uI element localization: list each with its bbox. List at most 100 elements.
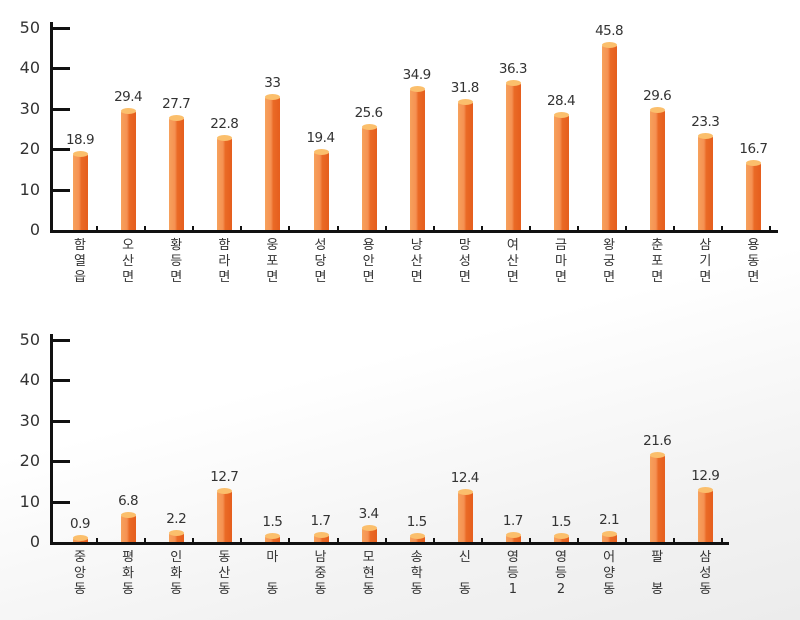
category-char: 양 bbox=[603, 566, 616, 581]
category-char: 동 bbox=[699, 582, 712, 597]
y-tick bbox=[52, 148, 70, 152]
bar bbox=[265, 532, 281, 542]
category-char: 인 bbox=[170, 550, 183, 565]
category-char: 1 bbox=[508, 582, 518, 597]
x-tick-mark bbox=[336, 538, 339, 542]
value-label: 6.8 bbox=[118, 492, 139, 509]
value-label: 36.3 bbox=[498, 61, 528, 78]
category-char: 동 bbox=[218, 582, 231, 597]
category-char: 함 bbox=[74, 238, 86, 253]
y-tick-label: 40 bbox=[19, 370, 40, 390]
bar bbox=[746, 159, 762, 230]
category-char: 동 bbox=[603, 582, 616, 597]
category-char: 팔 bbox=[651, 550, 664, 565]
category-char: 2 bbox=[556, 582, 566, 597]
category-char: 현 bbox=[362, 566, 375, 581]
x-tick-mark bbox=[432, 538, 435, 542]
category-char: 화 bbox=[122, 566, 135, 581]
category-char: 성 bbox=[699, 566, 712, 581]
bar bbox=[554, 112, 569, 230]
y-tick bbox=[52, 339, 70, 342]
category-char: 금 bbox=[555, 238, 567, 253]
x-tick-mark bbox=[528, 538, 531, 542]
category-char: 어 bbox=[603, 550, 616, 565]
bar bbox=[505, 532, 521, 542]
category-char: 면 bbox=[506, 270, 519, 285]
bar bbox=[121, 511, 137, 542]
category-char: 안 bbox=[362, 254, 375, 269]
x-tick-mark bbox=[625, 226, 628, 230]
x-tick-mark bbox=[721, 538, 724, 542]
value-label: 12.7 bbox=[210, 468, 239, 485]
category-char: 낭 bbox=[410, 238, 423, 253]
y-tick bbox=[52, 379, 70, 383]
value-label: 2.1 bbox=[599, 511, 620, 528]
category-char: 포 bbox=[651, 254, 664, 269]
value-label: 1.5 bbox=[551, 513, 571, 530]
value-label: 0.9 bbox=[70, 516, 90, 533]
category-char: 동 bbox=[314, 582, 327, 597]
x-tick-mark bbox=[144, 538, 147, 542]
x-tick-mark bbox=[673, 226, 676, 230]
x-tick-mark bbox=[480, 538, 483, 542]
y-tick-label: 0 bbox=[29, 220, 40, 239]
top-chart: 0 10 20 30 40 50 18.9 함 열 읍 29.4 오 산 면 27.7 황 등 면 22.8 함 라 면 3… bbox=[19, 20, 778, 286]
category-char: 영 bbox=[555, 550, 567, 565]
category-char: 황 bbox=[170, 238, 183, 253]
bar bbox=[169, 530, 185, 542]
category-char: 면 bbox=[699, 270, 712, 285]
category-char: 왕 bbox=[603, 238, 616, 253]
category-char: 남 bbox=[314, 550, 327, 565]
category-char: 웅 bbox=[266, 238, 279, 253]
category-char: 면 bbox=[651, 270, 664, 285]
x-tick-mark bbox=[625, 538, 628, 542]
y-tick-label: 20 bbox=[19, 451, 40, 471]
bar bbox=[554, 532, 569, 542]
value-label: 1.7 bbox=[310, 513, 331, 530]
bar bbox=[361, 525, 377, 542]
y-tick-label: 40 bbox=[19, 58, 40, 78]
value-label: 18.9 bbox=[65, 131, 95, 148]
category-char: 당 bbox=[314, 254, 327, 269]
y-tick-label: 30 bbox=[19, 98, 40, 118]
category-char: 기 bbox=[699, 254, 712, 269]
value-label: 22.8 bbox=[210, 115, 239, 132]
category-char: 산 bbox=[410, 254, 423, 269]
category-char: 등 bbox=[170, 254, 183, 269]
category-char: 영 bbox=[506, 550, 519, 565]
x-tick-mark bbox=[721, 226, 724, 230]
value-label: 16.7 bbox=[739, 140, 768, 157]
y-tick bbox=[52, 107, 70, 111]
category-char: 용 bbox=[747, 238, 760, 253]
category-char: 산 bbox=[218, 566, 231, 581]
category-char: 동 bbox=[74, 582, 86, 597]
y-axis-line bbox=[50, 22, 53, 232]
category-char: 봉 bbox=[651, 582, 664, 597]
category-char: 신 bbox=[458, 550, 471, 565]
value-label: 31.8 bbox=[450, 79, 480, 96]
y-tick-label: 0 bbox=[29, 532, 40, 551]
bar bbox=[457, 488, 473, 542]
category-char: 면 bbox=[555, 270, 567, 285]
value-label: 27.7 bbox=[162, 96, 191, 113]
category-char: 라 bbox=[218, 254, 231, 269]
x-tick-mark bbox=[528, 226, 531, 230]
category-char: 읍 bbox=[74, 270, 86, 285]
bar bbox=[361, 123, 377, 230]
bar bbox=[313, 148, 329, 230]
category-char: 면 bbox=[603, 270, 616, 285]
x-tick-mark bbox=[144, 226, 147, 230]
